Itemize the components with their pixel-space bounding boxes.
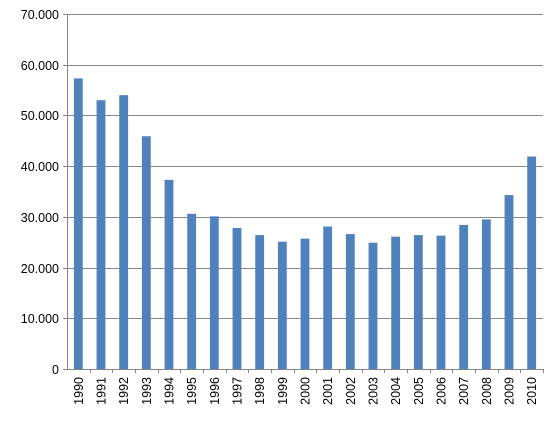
y-tick-label: 40.000 <box>21 160 59 174</box>
bar-2002 <box>345 234 355 369</box>
x-tick-label: 1992 <box>117 377 131 405</box>
axes <box>63 14 544 373</box>
x-tick-label: 1990 <box>72 377 86 405</box>
x-tick-label: 1996 <box>208 377 222 405</box>
x-tick-label: 2003 <box>367 377 381 405</box>
y-tick-label: 60.000 <box>21 59 59 73</box>
bar-2010 <box>527 156 537 369</box>
bar-1998 <box>255 235 265 369</box>
x-tick-label: 2007 <box>457 377 471 405</box>
bar-2000 <box>300 238 310 369</box>
y-tick-label: 30.000 <box>21 211 59 225</box>
bar-1993 <box>141 136 151 369</box>
bar-2005 <box>413 235 423 369</box>
x-tick-label: 2006 <box>435 377 449 405</box>
bars <box>73 78 537 370</box>
bar-1992 <box>119 95 129 369</box>
x-tick-label: 2005 <box>412 377 426 405</box>
x-tick-label: 1994 <box>163 377 177 405</box>
bar-2007 <box>459 224 469 369</box>
x-tick-label: 2000 <box>299 377 313 405</box>
bar-1990 <box>73 78 83 369</box>
y-tick-label: 0 <box>52 363 59 377</box>
x-tick-label: 1999 <box>276 377 290 405</box>
x-tick-label: 2008 <box>480 377 494 405</box>
bar-2003 <box>368 242 378 369</box>
y-tick-label: 20.000 <box>21 262 59 276</box>
y-axis-tick-labels: 0 10.000 20.000 30.000 40.000 50.000 60.000 70.… <box>21 8 59 377</box>
x-tick-label: 1998 <box>253 377 267 405</box>
bar-1996 <box>209 216 219 369</box>
y-tick-label: 70.000 <box>21 8 59 22</box>
bar-1997 <box>232 228 242 369</box>
y-tick-label: 50.000 <box>21 109 59 123</box>
bar-2006 <box>436 235 446 369</box>
x-tick-label: 2009 <box>503 377 517 405</box>
bar-1991 <box>96 100 106 370</box>
bar-2001 <box>323 226 333 369</box>
x-axis-tick-labels: 1990 1991 1992 1993 1994 1995 1996 1997 1998 1999… <box>72 377 539 405</box>
bar-2004 <box>391 236 401 369</box>
x-tick-label: 1993 <box>140 377 154 405</box>
x-tick-label: 2010 <box>525 377 539 405</box>
x-tick-label: 1995 <box>185 377 199 405</box>
x-tick-label: 2002 <box>344 377 358 405</box>
bar-1995 <box>187 213 197 369</box>
bar-2009 <box>504 195 514 369</box>
x-tick-label: 1997 <box>231 377 245 405</box>
x-tick-label: 1991 <box>95 377 109 405</box>
bar-1999 <box>277 241 287 369</box>
bar-1994 <box>164 179 174 369</box>
y-tick-label: 10.000 <box>21 312 59 326</box>
x-tick-label: 2004 <box>389 377 403 405</box>
x-tick-label: 2001 <box>321 377 335 405</box>
bar-2008 <box>481 219 491 369</box>
